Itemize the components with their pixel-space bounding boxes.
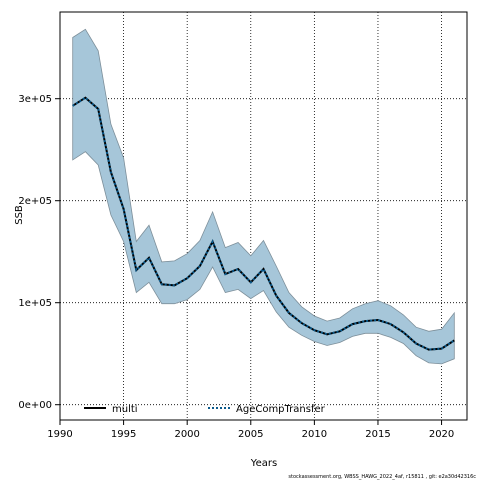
x-tick-label: 1990 xyxy=(47,429,72,440)
y-tick-label: 0e+00 xyxy=(18,400,52,411)
x-tick-label: 2010 xyxy=(302,429,327,440)
series-layer xyxy=(72,96,455,351)
x-tick-label: 2005 xyxy=(238,429,263,440)
y-axis-title: SSB xyxy=(14,205,25,225)
x-tick-label: 1995 xyxy=(111,429,136,440)
legend: multi AgeCompTransfer xyxy=(84,404,326,415)
x-tick-label: 2000 xyxy=(174,429,199,440)
x-tick-label: 2020 xyxy=(429,429,454,440)
confidence-band xyxy=(72,28,455,365)
plot-frame xyxy=(59,11,468,421)
y-tick-label: 3e+05 xyxy=(18,94,52,105)
footer-note: stockassessment.org, WBSS_HAWG_2022_4af,… xyxy=(288,474,476,480)
y-tick-label: 2e+05 xyxy=(18,196,52,207)
x-axis-ticks: 1990 1995 2000 2005 2010 2015 2020 xyxy=(47,420,454,440)
y-axis-ticks: 0e+00 1e+05 2e+05 3e+05 xyxy=(18,94,60,411)
y-tick-label: 1e+05 xyxy=(18,298,52,309)
legend-multi-label: multi xyxy=(112,404,138,415)
legend-agecomp-label: AgeCompTransfer xyxy=(236,404,326,415)
series-line-agecomptransfer xyxy=(72,96,455,351)
x-axis-title: Years xyxy=(250,458,277,469)
confidence-band-layer xyxy=(72,28,455,365)
x-tick-label: 2015 xyxy=(365,429,390,440)
